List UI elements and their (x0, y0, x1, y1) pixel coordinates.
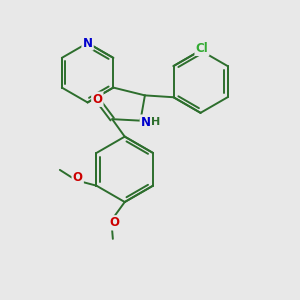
Text: H: H (151, 117, 160, 127)
Text: O: O (109, 216, 119, 229)
Text: N: N (82, 37, 93, 50)
Text: O: O (73, 171, 83, 184)
Text: Cl: Cl (196, 42, 208, 55)
Text: N: N (141, 116, 151, 129)
Text: O: O (92, 93, 102, 106)
